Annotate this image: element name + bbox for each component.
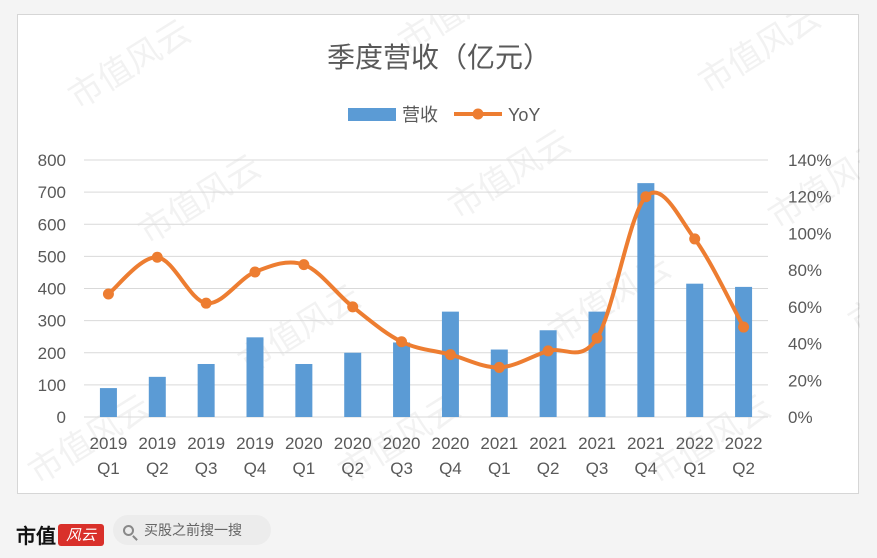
y-right-tick-label: 0% [788,408,813,427]
x-tick-label-quarter: Q2 [146,459,169,478]
yoy-point [298,259,310,271]
x-tick-label-year: 2022 [725,434,763,453]
yoy-point [200,297,212,309]
watermark-text: 市值风云 [442,122,577,226]
bar [637,183,655,417]
x-axis: 2019 Q1 2019 Q2 2019 Q3 2019 Q4 2020 Q1 2020 Q2 2020… [90,434,763,478]
bar [393,342,411,417]
x-tick-label-quarter: Q3 [195,459,218,478]
x-tick-label-quarter: Q4 [635,459,658,478]
bar [735,286,753,417]
x-tick-label-quarter: Q2 [732,459,755,478]
x-tick-label-quarter: Q3 [390,459,413,478]
y-left-tick-label: 200 [38,344,66,363]
y-left-tick-label: 100 [38,376,66,395]
legend: 营收 YoY [348,105,540,125]
yoy-point [591,332,603,344]
y-axis-left: 0 100 200 300 400 500 600 700 800 [38,151,66,427]
x-tick-label-year: 2021 [627,434,665,453]
yoy-point [689,233,701,245]
bar [246,337,264,417]
x-tick-label-year: 2020 [383,434,421,453]
legend-swatch-marker [472,108,484,120]
y-axis-right: 0% 20% 40% 60% 80% 100% 120% 140% [788,151,831,427]
yoy-point [249,266,261,278]
search-box[interactable]: 买股之前搜一搜 [113,515,271,545]
x-tick-label-quarter: Q1 [97,459,120,478]
y-right-tick-label: 60% [788,298,822,317]
chart-title: 季度营收（亿元） [327,42,551,73]
bar [686,283,704,417]
y-right-tick-label: 20% [788,371,822,390]
y-left-tick-label: 600 [38,215,66,234]
y-left-tick-label: 500 [38,247,66,266]
x-tick-label-year: 2020 [432,434,470,453]
bar [99,388,117,417]
yoy-point [640,191,652,203]
search-icon [123,524,134,536]
watermark-text: 市值风云 [762,132,860,236]
x-tick-label-year: 2020 [334,434,372,453]
yoy-point [444,349,456,361]
x-tick-label-quarter: Q4 [244,459,267,478]
bar [344,352,362,417]
x-tick-label-quarter: Q4 [439,459,462,478]
brand-seal: 风云 [58,523,104,546]
x-tick-label-quarter: Q1 [683,459,706,478]
brand-text: 市值 [16,524,56,548]
y-right-tick-label: 140% [788,151,831,170]
y-left-tick-label: 700 [38,183,66,202]
x-tick-label-year: 2019 [90,434,128,453]
x-tick-label-quarter: Q3 [586,459,609,478]
footer: 市值 风云 买股之前搜一搜 [0,500,877,558]
x-tick-label-quarter: Q2 [537,459,560,478]
x-tick-label-year: 2021 [578,434,616,453]
bar [295,363,313,417]
x-tick-label-year: 2020 [285,434,323,453]
y-right-tick-label: 80% [788,261,822,280]
y-left-tick-label: 400 [38,280,66,299]
y-left-tick-label: 300 [38,312,66,331]
x-tick-label-year: 2019 [138,434,176,453]
x-tick-label-quarter: Q2 [341,459,364,478]
brand-logo: 市值 风云 [16,520,104,549]
legend-label-yoy: YoY [508,105,540,125]
x-tick-label-year: 2021 [480,434,518,453]
watermark-text: 市值风云 [62,15,197,117]
x-tick-label-year: 2021 [529,434,567,453]
line-series [102,190,750,373]
y-left-tick-label: 800 [38,151,66,170]
bar [490,349,508,417]
watermark-text: 市值风云 [132,147,267,251]
x-tick-label-year: 2019 [236,434,274,453]
yoy-point [102,288,114,300]
x-tick-label-year: 2019 [187,434,225,453]
y-right-tick-label: 40% [788,335,822,354]
chart-card: 市值风云 市值风云 市值风云 市值风云 市值风云 市值风云 市值风云 市值风云 市值风云 市值风云… [17,0,877,494]
bar [441,311,459,417]
yoy-point [738,321,750,333]
watermark-text: 市值风云 [692,15,827,102]
x-tick-label-year: 2022 [676,434,714,453]
x-tick-label-quarter: Q1 [293,459,316,478]
yoy-point [542,345,554,357]
search-placeholder: 买股之前搜一搜 [144,522,242,538]
legend-swatch-bar [348,108,396,121]
x-tick-label-quarter: Q1 [488,459,511,478]
bar [539,330,557,417]
legend-label-revenue: 营收 [402,105,438,125]
y-right-tick-label: 100% [788,224,831,243]
bar [197,363,215,417]
watermark-text: 市值风云 [842,237,860,341]
bar [148,376,166,417]
yoy-point [151,251,163,263]
y-right-tick-label: 120% [788,188,831,207]
yoy-point [493,361,505,373]
yoy-point [396,336,408,348]
yoy-point [347,301,359,313]
y-left-tick-label: 0 [57,408,66,427]
